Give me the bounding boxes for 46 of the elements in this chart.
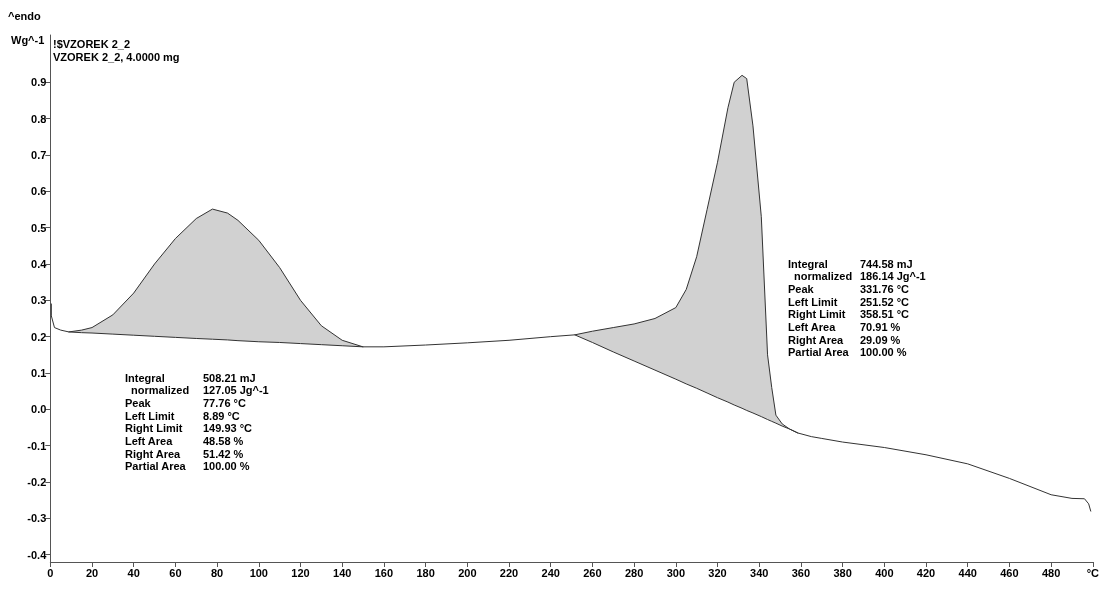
y-axis-title: Wg^-1 [10, 33, 45, 46]
x-tick-label: 320 [708, 566, 727, 579]
x-tick-label: 280 [624, 566, 644, 579]
x-tick-label: 380 [833, 566, 852, 579]
x-tick-label: 440 [958, 566, 977, 579]
x-tick-label: 220 [499, 566, 519, 579]
text: Integral 508.21 mJ normalized 127.05 Jg^-1 Peak 77.76 °C Left Limit 8.89 °C Right Limit 149.93 °C Left Area 48.58 % Right Area 51.42 % Partial Area 100.00 % [125, 371, 269, 473]
text: ^endo [8, 9, 41, 22]
x-tick-label: °C [1086, 566, 1100, 579]
y-tick-label: 0.0 [31, 403, 47, 416]
x-tick-label: 20 [85, 566, 99, 579]
y-tick-label: -0.1 [27, 439, 47, 452]
x-tick-label: 200 [458, 566, 477, 579]
x-tick-label: 80 [210, 566, 224, 579]
text: Integral 744.58 mJ normalized 186.14 Jg^-1 Peak 331.76 °C Left Limit 251.52 °C Right Limit 358.51 °C Left Area 70.91 % Right Area 29.09 % Partial Area 100.00 % [788, 257, 926, 359]
y-tick-label: 0.5 [31, 221, 47, 234]
x-tick-label: 360 [791, 566, 811, 579]
x-tick-label: 260 [583, 566, 602, 579]
x-tick-label: 300 [666, 566, 685, 579]
y-tick-label: -0.3 [27, 512, 47, 525]
y-tick-label: 0.7 [31, 148, 47, 161]
x-tick-label: 180 [416, 566, 435, 579]
x-tick-label: 100 [249, 566, 268, 579]
y-tick-label: 0.1 [31, 367, 47, 380]
y-tick-label: 0.6 [31, 185, 47, 198]
y-tick-label: 0.4 [31, 257, 48, 270]
y-tick-label: 0.3 [31, 294, 47, 307]
x-tick-label: 160 [374, 566, 394, 579]
x-tick-label: 400 [875, 566, 894, 579]
x-tick-label: 460 [1000, 566, 1019, 579]
y-tick-label: 0.9 [31, 76, 47, 89]
x-tick-label: 140 [333, 566, 352, 579]
x-tick-label: 60 [169, 566, 182, 579]
x-tick-label: 240 [541, 566, 560, 579]
x-tick-label: 480 [1041, 566, 1061, 579]
annotation: VZOREK 2_2, 4.0000 mg [53, 50, 180, 63]
y-tick-label: -0.2 [27, 476, 47, 489]
x-tick-label: 120 [291, 566, 310, 579]
annotation: !$VZOREK 2_2 [53, 37, 131, 50]
y-tick-label: -0.4 [27, 548, 48, 561]
y-tick-label: 0.8 [31, 112, 47, 125]
x-tick-label: 40 [127, 566, 140, 579]
x-tick-label: 0 [47, 566, 54, 579]
y-tick-label: 0.2 [31, 330, 47, 343]
x-tick-label: 340 [750, 566, 769, 579]
x-tick-label: 420 [916, 566, 936, 579]
